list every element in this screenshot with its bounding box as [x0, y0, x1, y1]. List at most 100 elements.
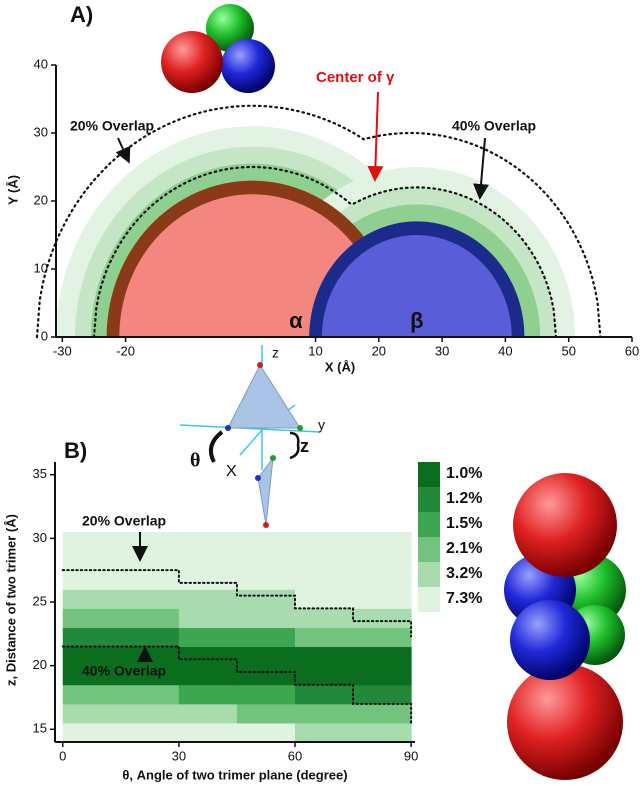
heat-cell	[353, 589, 412, 609]
heat-cell	[353, 665, 412, 686]
y-tick-label: 0	[41, 328, 48, 343]
heat-cell	[236, 684, 296, 705]
y-tick-label: 35	[33, 466, 47, 481]
arrow	[115, 137, 131, 164]
legend-label: 2.1%	[446, 540, 482, 557]
x-tick-label: 20	[372, 343, 386, 358]
y-tick-label: 30	[34, 124, 48, 139]
line-label: 20% Overlap	[82, 513, 166, 529]
arrow	[473, 137, 490, 200]
overlap-line	[61, 645, 413, 724]
heat-cell	[236, 532, 296, 552]
x-tick-label: 60	[625, 343, 639, 358]
heat-cell	[353, 551, 412, 571]
y-tick-label: 40	[34, 56, 48, 71]
overlap-line	[61, 569, 413, 638]
heat-cell	[295, 608, 354, 628]
x-axis-label: θ, Angle of two trimer plane (degree)	[122, 767, 347, 782]
x-tick-label: 50	[561, 343, 575, 358]
legend-swatch	[418, 487, 440, 512]
heat-cell	[353, 703, 412, 724]
heat-cell	[120, 608, 180, 628]
legend-swatch	[418, 512, 440, 537]
heat-cell	[120, 627, 180, 648]
heat-cell	[236, 627, 296, 648]
heat-cell	[62, 722, 122, 743]
heat-cell	[295, 665, 354, 686]
heat-cell	[353, 722, 412, 743]
heat-cell	[178, 646, 238, 667]
legend-swatch	[418, 537, 440, 562]
curve-label: 40% Overlap	[452, 118, 536, 134]
heat-cell	[295, 722, 354, 743]
heat-cell	[353, 570, 412, 590]
heat-cell	[236, 551, 296, 571]
heat-cell	[120, 665, 180, 686]
heat-cell	[178, 627, 238, 648]
heat-cell	[62, 646, 122, 667]
arrow	[367, 91, 384, 182]
y-axis-label: z, Distance of two trimer (Å)	[3, 514, 18, 686]
heat-cell	[62, 551, 122, 571]
heat-cell	[236, 703, 296, 724]
heat-cell	[120, 570, 180, 590]
heat-cell	[62, 608, 122, 628]
x-tick-label: -30	[53, 343, 72, 358]
heat-cell	[295, 532, 354, 552]
y-tick-label: 30	[33, 530, 47, 545]
heat-cell	[236, 589, 296, 609]
trimer-picture	[161, 4, 275, 93]
annotation: Center of γ	[316, 69, 395, 86]
heat-cell	[295, 646, 354, 667]
x-tick-label: 10	[308, 343, 322, 358]
legend-label: 1.0%	[446, 465, 482, 482]
curve-label: 20% Overlap	[70, 118, 154, 134]
legend-swatch	[418, 587, 440, 612]
heat-cell	[62, 570, 122, 590]
y-tick-label: 10	[34, 260, 48, 275]
heat-cell	[353, 646, 412, 667]
legend-label: 1.5%	[446, 515, 482, 532]
legend-label: 1.2%	[446, 490, 482, 507]
heat-cell	[295, 570, 354, 590]
heat-cell	[295, 684, 354, 705]
disk-label: α	[289, 308, 303, 333]
heat-cell	[295, 589, 354, 609]
heat-cell	[353, 532, 412, 552]
panel-label: A)	[70, 2, 93, 27]
heat-cell	[178, 589, 238, 609]
disk	[321, 235, 512, 337]
heat-cell	[236, 646, 296, 667]
overlap-curve	[35, 104, 602, 339]
heat-cell	[62, 665, 122, 686]
heat-cell	[120, 684, 180, 705]
y-tick-label: 15	[33, 721, 47, 736]
panel-label: B)	[64, 438, 87, 463]
inset-label: z	[300, 436, 309, 456]
legend-label: 7.3%	[446, 590, 482, 607]
heat-cell	[120, 589, 180, 609]
legend-swatch	[418, 562, 440, 587]
legend-swatch	[418, 462, 440, 487]
heat-cell	[353, 627, 412, 648]
heat-cell	[295, 551, 354, 571]
x-axis-label: X (Å)	[325, 359, 355, 374]
heat-cell	[178, 551, 238, 571]
inset-label: X	[226, 463, 237, 480]
legend-label: 3.2%	[446, 565, 482, 582]
y-axis-label: Y (Å)	[5, 175, 20, 205]
line-label: 40% Overlap	[82, 663, 166, 679]
heat-cell	[62, 589, 122, 609]
heat-cell	[236, 722, 296, 743]
heat-cell	[178, 722, 238, 743]
heat-cell	[295, 627, 354, 648]
heat-cell	[353, 608, 412, 628]
heat-cell	[178, 570, 238, 590]
x-tick-label: 90	[404, 748, 418, 763]
inset-label: z	[272, 345, 279, 361]
heat-cell	[353, 684, 412, 705]
heat-cell	[236, 665, 296, 686]
heat-cell	[62, 684, 122, 705]
x-tick-label: 30	[172, 748, 186, 763]
